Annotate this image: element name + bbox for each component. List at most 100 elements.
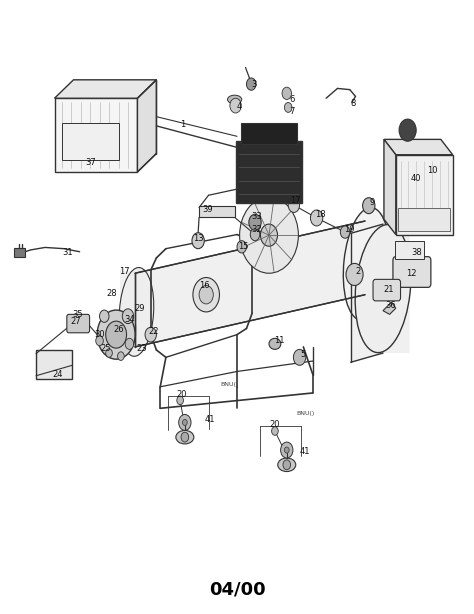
Text: 25: 25 bbox=[100, 344, 110, 353]
Text: 24: 24 bbox=[52, 370, 63, 379]
Circle shape bbox=[100, 310, 109, 322]
Ellipse shape bbox=[343, 208, 390, 321]
Circle shape bbox=[106, 349, 112, 357]
Text: 18: 18 bbox=[315, 210, 326, 219]
Text: 20: 20 bbox=[176, 390, 187, 398]
Text: 3: 3 bbox=[251, 80, 256, 89]
Circle shape bbox=[122, 309, 134, 324]
Circle shape bbox=[125, 338, 134, 349]
Polygon shape bbox=[351, 224, 410, 362]
Circle shape bbox=[288, 198, 300, 212]
Circle shape bbox=[284, 103, 292, 112]
Polygon shape bbox=[55, 80, 156, 98]
Text: 19: 19 bbox=[344, 225, 355, 233]
Text: 22: 22 bbox=[148, 327, 159, 336]
Circle shape bbox=[106, 321, 127, 348]
Circle shape bbox=[182, 419, 187, 426]
Ellipse shape bbox=[228, 95, 242, 104]
FancyBboxPatch shape bbox=[393, 257, 431, 287]
Text: 31: 31 bbox=[62, 249, 73, 257]
Polygon shape bbox=[384, 139, 453, 155]
Text: 40: 40 bbox=[410, 174, 421, 182]
Circle shape bbox=[177, 396, 183, 405]
Text: 38: 38 bbox=[412, 249, 422, 257]
Text: 30: 30 bbox=[94, 330, 105, 339]
Polygon shape bbox=[55, 98, 137, 172]
Ellipse shape bbox=[176, 430, 194, 444]
Text: 27: 27 bbox=[70, 317, 81, 326]
Circle shape bbox=[239, 197, 299, 273]
Text: 12: 12 bbox=[406, 269, 417, 278]
Circle shape bbox=[293, 349, 306, 365]
Ellipse shape bbox=[119, 268, 154, 356]
Text: 39: 39 bbox=[202, 206, 212, 214]
Text: 23: 23 bbox=[136, 344, 146, 353]
Bar bbox=[36, 350, 72, 379]
Circle shape bbox=[250, 228, 260, 241]
Text: 36: 36 bbox=[386, 301, 396, 309]
Text: 32: 32 bbox=[252, 225, 262, 234]
Text: BNU(): BNU() bbox=[220, 383, 238, 387]
Bar bbox=[62, 123, 118, 160]
Circle shape bbox=[284, 447, 289, 453]
Text: 9: 9 bbox=[369, 198, 375, 207]
Text: 21: 21 bbox=[383, 286, 394, 294]
Text: 11: 11 bbox=[274, 336, 285, 345]
Text: 6: 6 bbox=[290, 95, 295, 104]
Ellipse shape bbox=[269, 338, 281, 349]
Text: 7: 7 bbox=[290, 107, 295, 116]
Polygon shape bbox=[384, 139, 396, 235]
Circle shape bbox=[340, 226, 350, 238]
Text: 15: 15 bbox=[238, 243, 248, 251]
Bar bbox=[396, 155, 453, 235]
Text: 10: 10 bbox=[427, 166, 438, 175]
Circle shape bbox=[193, 278, 219, 312]
Text: 1: 1 bbox=[180, 120, 185, 128]
Circle shape bbox=[118, 352, 124, 360]
Circle shape bbox=[272, 427, 278, 435]
Polygon shape bbox=[137, 80, 156, 172]
Circle shape bbox=[283, 460, 291, 470]
Text: 5: 5 bbox=[301, 351, 306, 359]
Circle shape bbox=[96, 336, 103, 346]
Text: BNU(): BNU() bbox=[296, 411, 314, 416]
Circle shape bbox=[145, 327, 156, 342]
Text: 8: 8 bbox=[350, 99, 356, 107]
Circle shape bbox=[399, 119, 416, 141]
Text: 17: 17 bbox=[119, 267, 130, 276]
Circle shape bbox=[230, 98, 241, 113]
Text: 2: 2 bbox=[355, 267, 361, 276]
Circle shape bbox=[237, 241, 246, 253]
Text: 41: 41 bbox=[300, 447, 310, 456]
Text: 29: 29 bbox=[135, 304, 145, 313]
Bar bbox=[14, 248, 25, 257]
Text: 37: 37 bbox=[85, 158, 96, 167]
Ellipse shape bbox=[355, 225, 411, 352]
Circle shape bbox=[181, 432, 189, 442]
Circle shape bbox=[363, 198, 375, 214]
Bar bbox=[395, 241, 424, 259]
Circle shape bbox=[199, 286, 213, 304]
Text: 35: 35 bbox=[72, 311, 82, 319]
Bar bbox=[199, 206, 235, 217]
Text: 34: 34 bbox=[125, 316, 135, 324]
Bar bbox=[398, 208, 450, 231]
FancyBboxPatch shape bbox=[236, 141, 302, 203]
Circle shape bbox=[97, 310, 135, 359]
Polygon shape bbox=[120, 210, 388, 355]
Text: 20: 20 bbox=[270, 421, 280, 429]
Text: 17: 17 bbox=[291, 196, 301, 204]
Polygon shape bbox=[383, 302, 396, 314]
Circle shape bbox=[310, 210, 323, 226]
Text: 33: 33 bbox=[251, 212, 262, 221]
FancyBboxPatch shape bbox=[241, 123, 297, 144]
Circle shape bbox=[261, 224, 277, 246]
Circle shape bbox=[281, 442, 293, 458]
Text: 4: 4 bbox=[237, 102, 242, 111]
Circle shape bbox=[249, 214, 261, 230]
Text: 04/00: 04/00 bbox=[209, 580, 265, 599]
Circle shape bbox=[192, 233, 204, 249]
Text: 13: 13 bbox=[193, 234, 203, 243]
Circle shape bbox=[346, 263, 363, 286]
Text: 28: 28 bbox=[107, 289, 117, 298]
